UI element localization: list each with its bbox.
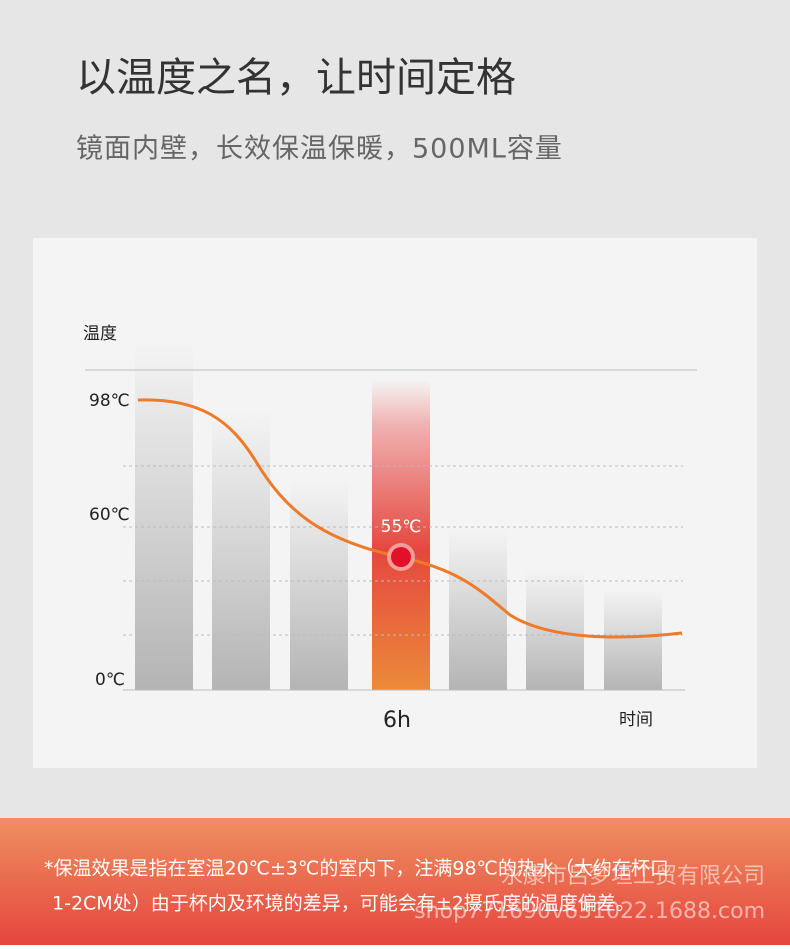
bar-highlight [372,380,430,690]
y-label: 60℃ [89,505,130,525]
highlight-label: 55℃ [381,517,422,537]
note-line: 1-2CM处）由于杯内及环境的差异，可能会有±2摄氏度的温度偏差。 [52,893,635,915]
bars [135,340,662,690]
dot [391,547,411,567]
y-axis-label: 温度 [83,324,117,344]
bar [604,590,662,690]
title: 以温度之名，让时间定格 [76,55,516,101]
bar [135,340,193,690]
y-label: 98℃ [89,391,130,411]
subtitle: 镜面内壁，长效保温保暖，500ML容量 [76,134,563,165]
watermark: 永康市吕梦垣工贸有限公司 [501,864,765,889]
note-line: *保温效果是指在室温20℃±3℃的室内下，注满98℃的热水（大约在杯口 [44,858,669,880]
bar [526,570,584,690]
note-band [0,818,790,945]
bar [449,530,507,690]
watermark: shop771690v631022.1688.com [414,899,765,924]
y-label: 0℃ [95,670,125,690]
bar [212,410,270,690]
x-axis-label: 时间 [619,710,653,730]
x-label: 6h [383,708,411,733]
